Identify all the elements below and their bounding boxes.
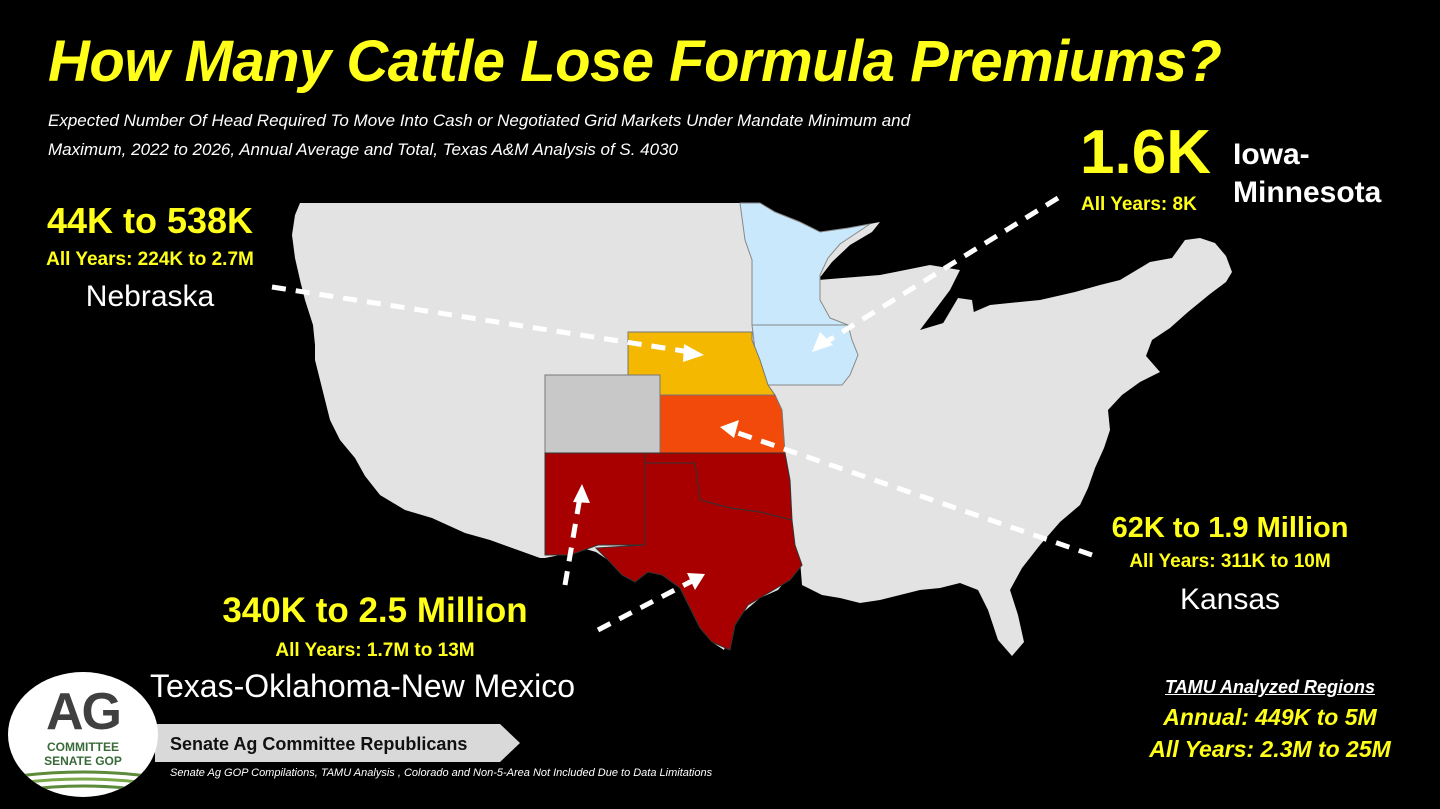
nebraska-annual: 44K to 538K — [46, 200, 254, 241]
banner-shape — [155, 724, 520, 762]
new-mexico-arrow-line — [562, 496, 583, 586]
iowa-shape — [751, 324, 859, 386]
colorado-shape — [544, 374, 661, 454]
logo-ag-text: AG — [46, 683, 122, 741]
totals-all-years: All Years: 2.3M to 25M — [1149, 736, 1391, 762]
iowa-minnesota-all-years: All Years: 8K — [1081, 194, 1197, 215]
nebraska-arrowhead — [683, 344, 704, 362]
logo-line1: COMMITTEE — [47, 740, 119, 754]
kansas-shape — [659, 394, 786, 454]
kansas-all-years: All Years: 311K to 10M — [1129, 551, 1331, 572]
kansas-annual: 62K to 1.9 Million — [1111, 512, 1349, 544]
source-note: Senate Ag GOP Compilations, TAMU Analysi… — [170, 767, 713, 779]
iowa-minnesota-name: Iowa- Minnesota — [1233, 136, 1381, 212]
page-subtitle: Expected Number Of Head Required To Move… — [48, 111, 911, 159]
iowa-minnesota-name-line2: Minnesota — [1233, 176, 1382, 209]
banner-text: Senate Ag Committee Republicans — [170, 734, 468, 754]
iowa-arrowhead — [812, 332, 833, 352]
texas-arrowhead — [687, 573, 705, 590]
kansas-arrow-line — [734, 429, 1093, 558]
nebraska-name: Nebraska — [85, 280, 215, 313]
logo-field-stripes — [17, 770, 149, 792]
new-mexico-shape — [544, 452, 646, 556]
tx-ok-nm-all-years: All Years: 1.7M to 13M — [275, 640, 475, 661]
totals-heading: TAMU Analyzed Regions — [1164, 677, 1375, 697]
kansas-arrowhead — [720, 420, 739, 438]
iowa-arrow-line — [824, 195, 1060, 345]
iowa-minnesota-name-line1: Iowa- — [1233, 138, 1310, 171]
nebraska-all-years: All Years: 224K to 2.7M — [46, 249, 254, 270]
texas-shape — [594, 462, 803, 651]
minnesota-shape — [739, 202, 871, 326]
texas-arrow-line — [596, 578, 694, 633]
new-mexico-arrowhead — [573, 484, 590, 503]
ag-committee-logo: AG COMMITTEE SENATE GOP — [8, 672, 158, 797]
totals-annual: Annual: 449K to 5M — [1163, 704, 1377, 730]
tx-ok-nm-annual: 340K to 2.5 Million — [222, 591, 528, 630]
logo-line2: SENATE GOP — [44, 754, 122, 768]
page-title: How Many Cattle Lose Formula Premiums? — [48, 29, 1222, 94]
michigan-shape — [928, 298, 992, 390]
tx-ok-nm-name: Texas-Oklahoma-New Mexico — [150, 668, 576, 704]
iowa-minnesota-annual: 1.6K — [1080, 118, 1211, 187]
kansas-name: Kansas — [1179, 583, 1281, 616]
